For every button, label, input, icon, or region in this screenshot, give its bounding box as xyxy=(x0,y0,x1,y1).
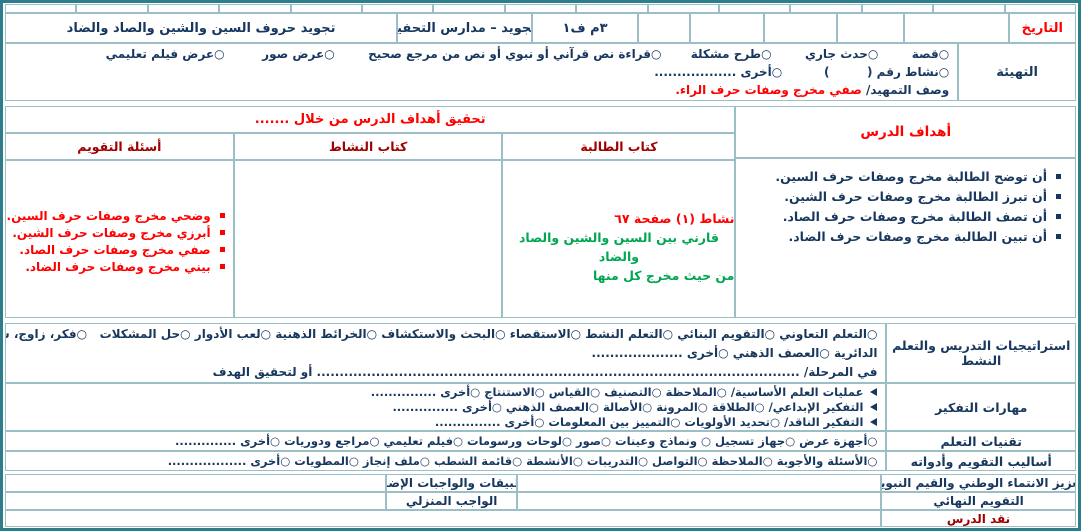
date-strip-cell[interactable] xyxy=(647,4,719,13)
strategies-options-line1: ○التعلم التعاوني ○التقويم البنائي ○التعل… xyxy=(5,326,878,341)
date-strip-cell[interactable] xyxy=(790,4,862,13)
evaluation-question-item: صفي مخرج وصفات حرف الصاد. xyxy=(19,242,224,259)
assessment-row: أساليب التقويم وأدواته ○الأسئلة والأجوبة… xyxy=(5,451,1076,471)
evaluation-questions-list: وضحي مخرج وصفات حرف السين. أبرزي مخرج وص… xyxy=(5,160,234,318)
thinking-skills-row: مهارات التفكير عمليات العلم الأساسية/ ○ا… xyxy=(5,383,1076,431)
date-strip-cell[interactable] xyxy=(1004,4,1076,13)
preparation-content: ○قصة ○حدث جاري ○طرح مشكلة ○قراءة نص قرآن… xyxy=(5,43,959,101)
date-strip-row xyxy=(4,4,1076,13)
date-strip-cell[interactable] xyxy=(4,4,77,13)
final-evaluation-field[interactable] xyxy=(516,492,882,510)
date-strip-cell[interactable] xyxy=(718,4,791,13)
objective-item: أن توضح الطالبة مخرج وصفات حرف السين. xyxy=(775,167,1061,187)
national-values-label: تعزيز الانتماء الوطني والقيم النبوية xyxy=(881,474,1076,492)
date-label: التاريخ xyxy=(1008,13,1076,43)
extra-assignments-field[interactable] xyxy=(5,474,387,492)
objective-item: أن تصف الطالبة مخرج وصفات حرف الصاد. xyxy=(783,207,1061,227)
evaluation-question-item: وضحي مخرج وصفات حرف السين. xyxy=(7,208,225,225)
achievement-title: تحقيق أهداف الدرس من خلال ....... xyxy=(5,106,736,133)
thinking-skills-line: التفكير الإبداعي/ ○الطلاقة ○المرونة ○الأ… xyxy=(14,399,878,415)
arrow-bullet-icon xyxy=(870,388,878,396)
homework-label: الواجب المنزلي xyxy=(386,492,517,510)
objectives-header: أهداف الدرس xyxy=(735,106,1076,158)
national-values-row: تعزيز الانتماء الوطني والقيم النبوية الت… xyxy=(5,474,1076,492)
preparation-options-line1: ○قصة ○حدث جاري ○طرح مشكلة ○قراءة نص قرآن… xyxy=(105,47,950,61)
activity-book-content[interactable] xyxy=(233,160,503,318)
lesson-title: تجويد حروف السين والشين والصاد والضاد xyxy=(5,13,398,43)
date-strip-cell[interactable] xyxy=(933,4,1005,13)
achievement-column: تحقيق أهداف الدرس من خلال ....... كتاب ا… xyxy=(5,106,736,318)
date-strip-cell[interactable] xyxy=(504,4,577,13)
lesson-critique-row: نقد الدرس xyxy=(5,510,1076,527)
learning-tech-label: تقنيات التعلم xyxy=(886,431,1076,451)
evaluation-questions-header: أسئلة التقويم xyxy=(5,133,234,160)
student-book-task-line2: من حيث مخرج كل منها xyxy=(592,268,735,283)
evaluation-question-item: أبرزي مخرج وصفات حرف الشين. xyxy=(12,225,224,242)
date-strip-cell[interactable] xyxy=(433,4,505,13)
date-strip-cell[interactable] xyxy=(861,4,934,13)
strategies-options-line3: في المرحلة/ ............................… xyxy=(212,364,878,379)
thinking-skills-line: عمليات العلم الأساسية/ ○الملاحظة ○التصني… xyxy=(14,384,878,400)
final-evaluation-row: التقويم النهائي الواجب المنزلي xyxy=(5,492,1076,510)
lesson-critique-label: نقد الدرس xyxy=(881,510,1076,527)
date-value-cell[interactable] xyxy=(638,13,691,43)
preparation-description-line: وصف التمهيد/ صفي مخرج وصفات حرف الراء. xyxy=(14,81,949,99)
objectives-section: أهداف الدرس أن توضح الطالبة مخرج وصفات ح… xyxy=(5,106,1076,318)
objectives-column: أهداف الدرس أن توضح الطالبة مخرج وصفات ح… xyxy=(735,106,1076,318)
class-label: ٣م ف١ xyxy=(532,13,639,43)
student-book-task-line1: قارني بين السين والشين والصاد والضاد xyxy=(518,230,719,264)
preparation-options-line2: ○نشاط رقم ( ) ○أخرى .................. xyxy=(654,65,950,79)
assessment-options: ○الأسئلة والأجوبة ○الملاحظة ○التواصل ○ال… xyxy=(5,451,887,471)
national-values-field[interactable] xyxy=(516,474,882,492)
assessment-line: ○الأسئلة والأجوبة ○الملاحظة ○التواصل ○ال… xyxy=(167,454,878,468)
arrow-bullet-icon xyxy=(870,418,878,426)
date-value-cell[interactable] xyxy=(764,13,838,43)
header-row: التاريخ ٣م ف١ التجويد – مدارس التحفيظ تج… xyxy=(5,13,1076,43)
learning-tech-line: ○أجهزة عرض ○جهاز تسجيل ○ ونماذج وعينات ○… xyxy=(174,434,878,448)
final-evaluation-label: التقويم النهائي xyxy=(881,492,1076,510)
student-book-activity-ref: نشاط (١) صفحة ٦٧ xyxy=(614,211,735,226)
thinking-skills-line: التفكير الناقد/ ○تحديد الأولويات ○التميي… xyxy=(14,414,878,430)
preparation-label: التهيئة xyxy=(958,43,1076,101)
objective-item: أن تبين الطالبة مخرج وصفات حرف الضاد. xyxy=(788,227,1061,247)
thinking-skills-options: عمليات العلم الأساسية/ ○الملاحظة ○التصني… xyxy=(5,383,887,431)
date-strip-cell[interactable] xyxy=(290,4,362,13)
objectives-list: أن توضح الطالبة مخرج وصفات حرف السين. أن… xyxy=(735,158,1076,318)
extra-assignments-label: التطبيقات والواجبات الإضافية xyxy=(386,474,517,492)
date-strip-cell[interactable] xyxy=(219,4,291,13)
activity-book-header: كتاب النشاط xyxy=(233,133,503,160)
objective-item: أن تبرز الطالبة مخرج وصفات حرف الشين. xyxy=(784,187,1061,207)
student-book-header: كتاب الطالبة xyxy=(502,133,736,160)
homework-field[interactable] xyxy=(5,492,387,510)
thinking-skills-line-text: عمليات العلم الأساسية/ ○الملاحظة ○التصني… xyxy=(370,384,864,399)
thinking-skills-line-text: التفكير الإبداعي/ ○الطلاقة ○المرونة ○الأ… xyxy=(392,399,864,414)
achievement-content-row: نشاط (١) صفحة ٦٧ قارني بين السين والشين … xyxy=(5,160,736,318)
preparation-description-value: صفي مخرج وصفات حرف الراء. xyxy=(675,83,862,97)
thinking-skills-line-text: التفكير الناقد/ ○تحديد الأولويات ○التميي… xyxy=(434,414,864,429)
evaluation-question-item: بيني مخرج وصفات حرف الضاد. xyxy=(25,259,224,276)
date-strip-cell[interactable] xyxy=(361,4,434,13)
assessment-label: أساليب التقويم وأدواته xyxy=(886,451,1076,471)
arrow-bullet-icon xyxy=(870,403,878,411)
learning-tech-options: ○أجهزة عرض ○جهاز تسجيل ○ ونماذج وعينات ○… xyxy=(5,431,887,451)
strategies-row: استراتيجيات التدريس والتعلم النشط ○التعل… xyxy=(5,323,1076,383)
learning-tech-row: تقنيات التعلم ○أجهزة عرض ○جهاز تسجيل ○ و… xyxy=(5,431,1076,451)
subject-label: التجويد – مدارس التحفيظ xyxy=(397,13,532,43)
date-value-cell[interactable] xyxy=(690,13,765,43)
date-value-cell[interactable] xyxy=(837,13,904,43)
strategies-options-line2: الدائرية ○العصف الذهني ○أخرى ...........… xyxy=(591,345,878,360)
preparation-row: التهيئة ○قصة ○حدث جاري ○طرح مشكلة ○قراءة… xyxy=(5,43,1076,101)
student-book-content: نشاط (١) صفحة ٦٧ قارني بين السين والشين … xyxy=(502,160,736,318)
lesson-critique-field[interactable] xyxy=(5,510,882,527)
date-value-cell[interactable] xyxy=(903,13,1009,43)
strategies-options: ○التعلم التعاوني ○التقويم البنائي ○التعل… xyxy=(5,323,887,383)
thinking-skills-label: مهارات التفكير xyxy=(886,383,1076,431)
strategies-label: استراتيجيات التدريس والتعلم النشط xyxy=(886,323,1076,383)
preparation-description-label: وصف التمهيد/ xyxy=(861,83,950,97)
achievement-column-headers: كتاب الطالبة كتاب النشاط أسئلة التقويم xyxy=(5,133,736,160)
date-strip-cell[interactable] xyxy=(576,4,648,13)
date-strip-cell[interactable] xyxy=(147,4,220,13)
date-strip-cell[interactable] xyxy=(76,4,148,13)
